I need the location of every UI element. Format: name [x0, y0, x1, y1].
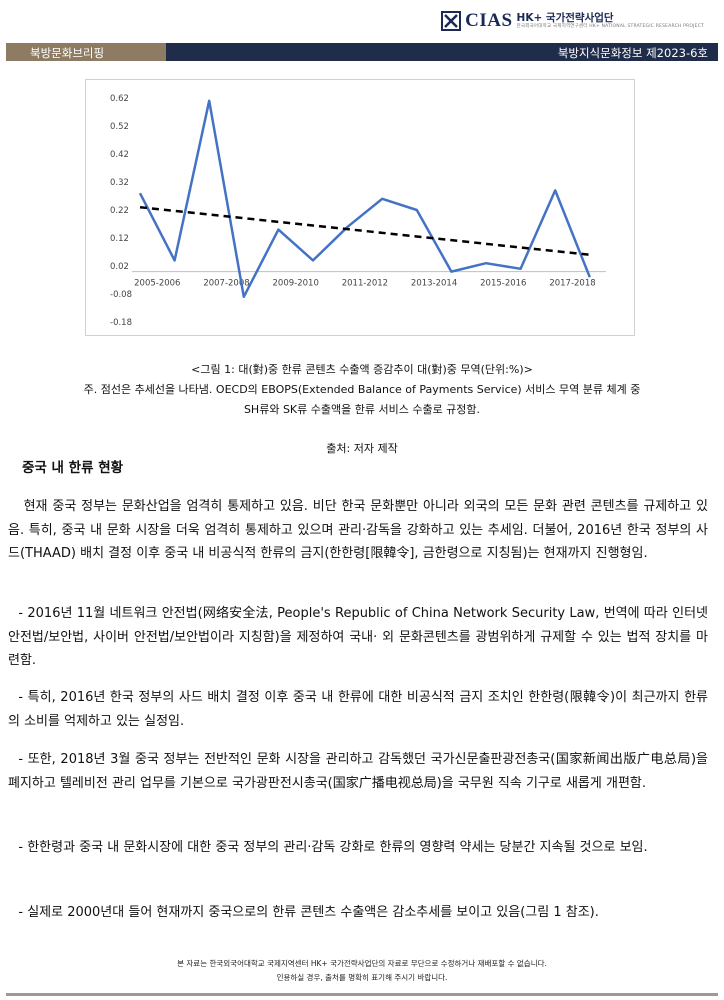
- y-tick-label: -0.18: [110, 318, 132, 328]
- cias-logo: CIAS HK+ 국가전략사업단 한국외국어대학교 국제지역연구센터 HK+ N…: [441, 10, 704, 32]
- y-tick-label: 0.52: [110, 122, 129, 132]
- y-tick-label: 0.22: [110, 206, 129, 216]
- figure-note-line1: 주. 점선은 추세선을 나타냄. OECD의 EBOPS(Extended Ba…: [83, 383, 641, 396]
- figure-source: 출처: 저자 제작: [326, 442, 398, 455]
- y-tick-label: 0.42: [110, 150, 129, 160]
- header-bar: 북방문화브리핑 북방지식문화정보 제2023-6호: [6, 43, 718, 61]
- paragraph-intro: 현재 중국 정부는 문화산업을 엄격히 통제하고 있음. 비단 한국 문화뿐만 …: [8, 499, 708, 561]
- line-chart: -0.18 -0.08 0.02 0.12 0.22 0.32 0.42 0.52 0.62 20…: [110, 94, 606, 328]
- x-tick-label: 2017-2018: [549, 279, 595, 289]
- paragraph-bullet-thaad: - 특히, 2016년 한국 정부의 사드 배치 결정 이후 중국 내 한류에 …: [8, 690, 708, 729]
- y-tick-label: 0.62: [110, 94, 129, 104]
- figure-caption: <그림 1: 대(對)중 한류 콘텐츠 수출액 증감추이 대(對)중 무역(단위…: [191, 363, 533, 376]
- footer-divider: [6, 993, 718, 996]
- x-tick-label: 2005-2006: [134, 279, 180, 289]
- x-tick-label: 2015-2016: [480, 279, 526, 289]
- trend-line: [139, 205, 590, 257]
- figure-note-line2: SH류와 SK류 수출액을 한류 서비스 수출로 규정함.: [243, 403, 481, 416]
- cias-logo-icon: [441, 11, 462, 31]
- x-tick-label: 2007-2008: [203, 279, 249, 289]
- paragraph-bullet-outlook: - 한한령과 중국 내 문화시장에 대한 중국 정부의 관리·감독 강화로 한류…: [18, 840, 648, 855]
- section-title: 중국 내 한류 현황: [22, 460, 124, 476]
- y-tick-label: -0.08: [110, 290, 132, 300]
- publication-series: 북방문화브리핑: [30, 46, 105, 60]
- header-tag: [6, 43, 166, 61]
- y-tick-label: 0.32: [110, 178, 129, 188]
- y-tick-label: 0.12: [110, 234, 129, 244]
- footer-citation: 인용하실 경우, 출처를 명확히 표기해 주시기 바랍니다.: [276, 973, 448, 982]
- paragraph-bullet-trend: - 실제로 2000년대 들어 현재까지 중국으로의 한류 콘텐츠 수출액은 감…: [18, 905, 599, 920]
- y-tick-label: 0.02: [110, 262, 129, 272]
- x-tick-label: 2011-2012: [342, 279, 388, 289]
- series-line: [138, 99, 591, 299]
- paragraph-bullet-network-law: - 2016년 11월 네트워크 안전법(网络安全法, People's Rep…: [8, 606, 708, 668]
- logo-org: HK+ 국가전략사업단: [516, 11, 614, 24]
- logo-text: CIAS: [465, 10, 513, 31]
- x-tick-label: 2009-2010: [273, 279, 319, 289]
- logo-subtitle: 한국외국어대학교 국제지역연구센터 HK+ NATIONAL STRATEGIC…: [516, 24, 704, 29]
- x-tick-label: 2013-2014: [411, 279, 457, 289]
- paragraph-bullet-reorganization: - 또한, 2018년 3월 중국 정부는 전반적인 문화 시장을 관리하고 감…: [8, 752, 708, 791]
- footer-notice: 본 자료는 한국외국어대학교 국제지역센터 HK+ 국가전략사업단의 자료로 무…: [177, 959, 547, 968]
- chart-container: -0.18 -0.08 0.02 0.12 0.22 0.32 0.42 0.52 0.62 20…: [85, 79, 635, 336]
- issue-number: 북방지식문화정보 제2023-6호: [557, 46, 708, 60]
